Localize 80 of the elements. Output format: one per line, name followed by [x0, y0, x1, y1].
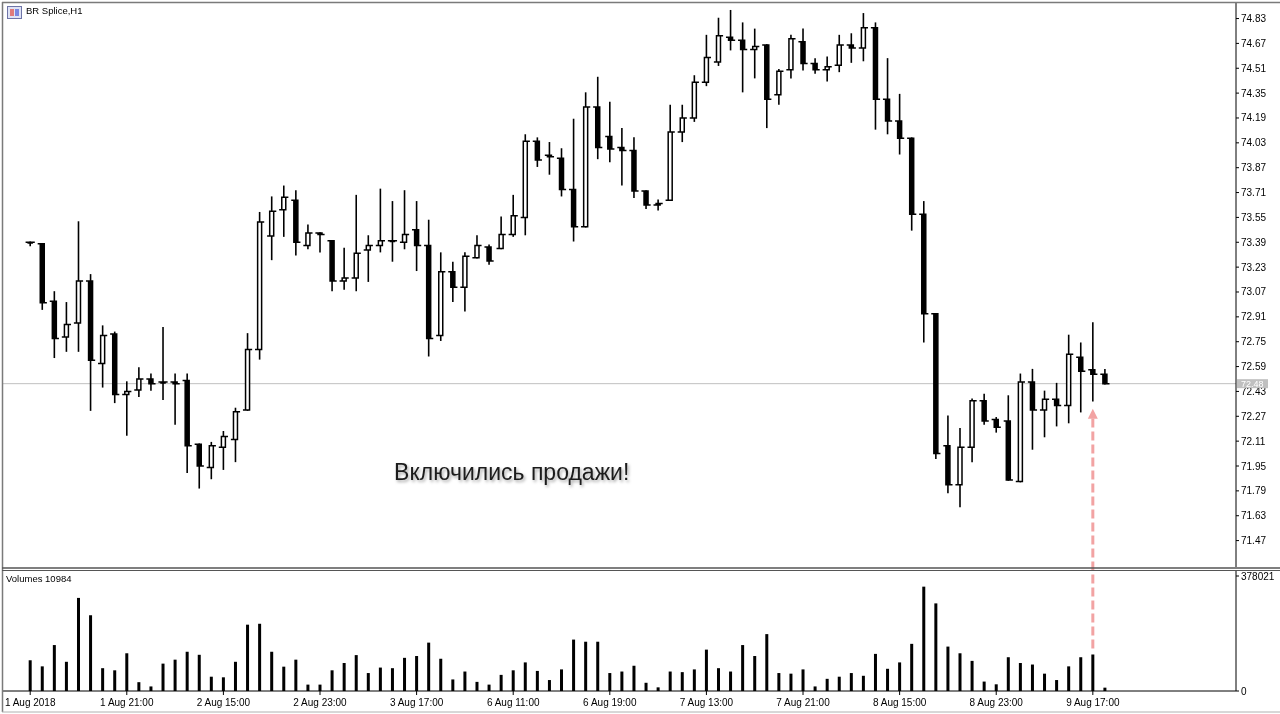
candlestick	[483, 243, 495, 266]
x-tick-label: 1 Aug 2018	[4, 697, 56, 708]
candlestick	[845, 32, 857, 64]
x-tick-label: 7 Aug 21:00	[776, 697, 831, 708]
candlestick	[205, 441, 217, 481]
candlestick	[447, 260, 459, 303]
candlestick	[61, 301, 72, 353]
y-tick-label: 74.35	[1241, 87, 1267, 99]
x-tick-label: 6 Aug 19:00	[583, 697, 637, 708]
x-tick-label: 9 Aug 17:00	[1066, 697, 1120, 708]
candlestick	[1075, 341, 1087, 414]
y-tick-label: 71.79	[1241, 485, 1267, 497]
candlestick	[375, 187, 386, 254]
candlestick	[676, 103, 688, 143]
y-tick-label: 72.75	[1241, 336, 1267, 348]
chart-title: BR Splice,H1	[26, 5, 83, 16]
candlestick	[471, 234, 483, 260]
y-tick-label: 73.39	[1241, 236, 1267, 248]
y-tick-label: 74.67	[1241, 37, 1267, 49]
y-tick-label: 71.47	[1241, 535, 1267, 547]
candlestick	[411, 200, 422, 272]
chart-title: Volumes 10984	[6, 573, 72, 584]
y-tick-label: 74.51	[1241, 62, 1267, 74]
candlestick	[604, 100, 616, 164]
candlestick	[773, 68, 785, 106]
y-tick-label: 71.95	[1241, 460, 1267, 472]
y-tick-label: 72.27	[1241, 410, 1267, 422]
candlestick	[532, 136, 543, 168]
candlestick	[362, 234, 374, 283]
candlestick	[725, 9, 736, 52]
y-tick-label: 73.87	[1241, 162, 1267, 174]
candlestick	[278, 184, 290, 238]
y-tick-label: 74.83	[1241, 13, 1267, 25]
candlestick	[169, 372, 181, 426]
y-tick-label: 378021	[1241, 570, 1275, 582]
candlestick	[495, 215, 507, 251]
candlestick	[616, 127, 628, 187]
candlestick	[338, 246, 350, 291]
y-tick-label: 73.07	[1241, 286, 1267, 298]
candlestick	[157, 326, 169, 401]
y-tick-label: 72.11	[1241, 435, 1266, 447]
candlestick	[1051, 382, 1062, 428]
candlestick	[821, 55, 833, 83]
candlestick	[218, 430, 229, 471]
x-tick-label: 2 Aug 15:00	[196, 697, 251, 708]
x-tick-label: 2 Aug 23:00	[293, 697, 348, 708]
candlestick	[193, 442, 205, 490]
y-tick-label: 0	[1241, 685, 1247, 697]
y-tick-label: 72.91	[1241, 311, 1267, 323]
candlestick	[544, 141, 555, 176]
annotation: Включились продажи!	[394, 459, 630, 486]
y-tick-label: 71.63	[1241, 510, 1267, 522]
candlestick	[797, 27, 809, 72]
candlestick	[1087, 321, 1099, 403]
y-tick-label: 72.59	[1241, 361, 1267, 373]
candlestick	[882, 57, 893, 136]
y-tick-label: 74.03	[1241, 137, 1267, 149]
candlestick	[894, 93, 905, 156]
x-tick-label: 8 Aug 15:00	[872, 697, 927, 708]
candlestick	[1039, 389, 1050, 439]
x-tick-label: 6 Aug 11:00	[486, 697, 540, 708]
x-tick-label: 8 Aug 23:00	[969, 697, 1024, 708]
candlestick	[833, 34, 845, 73]
candlestick	[640, 189, 652, 210]
candlestick	[978, 392, 990, 426]
y-tick-label: 73.23	[1241, 261, 1267, 273]
y-tick-label: 73.71	[1241, 187, 1267, 199]
x-tick-label: 3 Aug 17:00	[389, 697, 444, 708]
x-tick-label: 1 Aug 21:00	[100, 697, 154, 708]
y-tick-label: 74.19	[1241, 112, 1267, 124]
x-tick-label: 7 Aug 13:00	[679, 697, 734, 708]
candlestick	[121, 380, 133, 437]
candlestick	[314, 231, 326, 254]
candlestick	[302, 223, 314, 251]
candlestick	[133, 366, 145, 398]
candlestick	[399, 189, 410, 251]
candlestick	[858, 12, 869, 63]
y-tick-label: 73.55	[1241, 211, 1267, 223]
candlestick	[507, 194, 519, 238]
candlestick	[387, 200, 398, 263]
